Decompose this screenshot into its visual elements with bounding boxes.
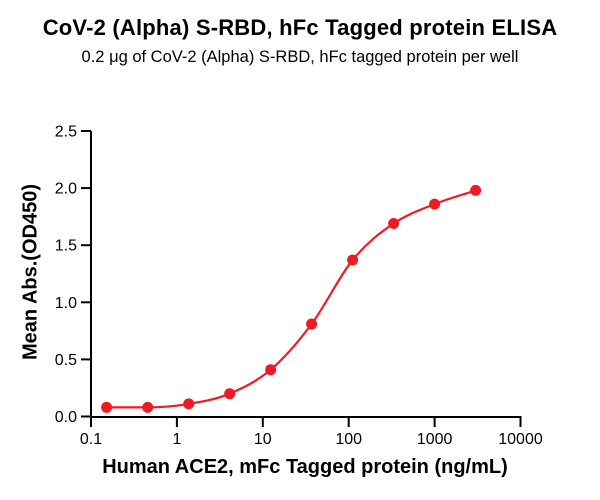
- chart-title: CoV-2 (Alpha) S-RBD, hFc Tagged protein …: [42, 15, 558, 40]
- data-point: [470, 184, 482, 196]
- data-point: [183, 398, 195, 410]
- data-point: [265, 364, 277, 376]
- chart-subtitle: 0.2 μg of CoV-2 (Alpha) S-RBD, hFc tagge…: [81, 48, 519, 66]
- y-tick-label: 1.5: [55, 238, 77, 255]
- x-tick-label: 1000: [417, 431, 453, 448]
- x-tick-label: 100: [335, 431, 362, 448]
- fit-curve: [106, 189, 476, 409]
- data-point: [306, 318, 318, 330]
- y-tick-label: 2.5: [55, 124, 77, 141]
- data-point: [347, 254, 359, 266]
- data-point: [429, 198, 441, 210]
- data-point: [101, 401, 113, 413]
- x-tick-label: 10000: [498, 431, 543, 448]
- x-tick-label: 0.1: [80, 431, 102, 448]
- x-axis-title: Human ACE2, mFc Tagged protein (ng/mL): [102, 456, 508, 478]
- y-tick-label: 2.0: [55, 181, 77, 198]
- y-tick-label: 0.0: [55, 409, 77, 426]
- data-point: [224, 388, 236, 400]
- y-tick-label: 1.0: [55, 295, 77, 312]
- data-point: [142, 401, 154, 413]
- y-tick-label: 0.5: [55, 352, 77, 369]
- x-tick-label: 10: [254, 431, 272, 448]
- data-point: [388, 218, 400, 229]
- x-tick-label: 1: [172, 431, 181, 448]
